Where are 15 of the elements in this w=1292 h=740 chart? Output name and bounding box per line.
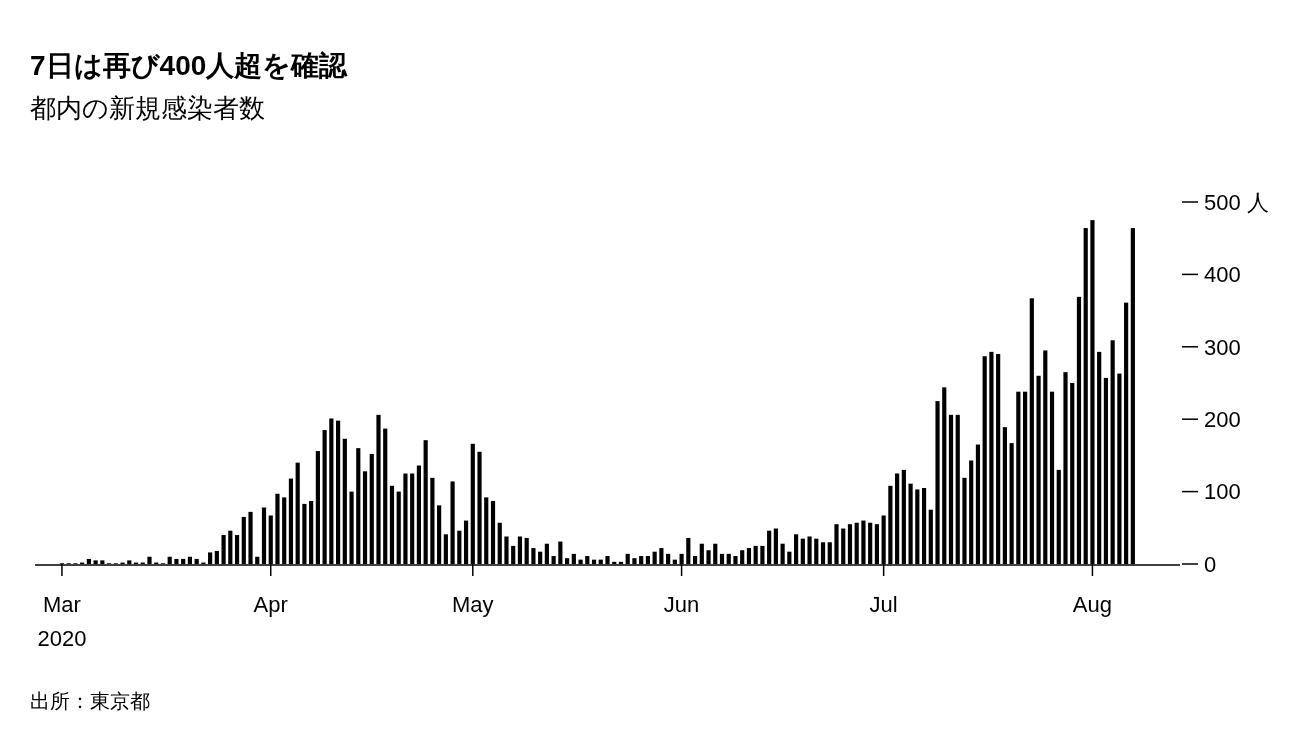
y-tick-label: 200 — [1204, 406, 1241, 432]
chart-title: 7日は再び400人超を確認 — [30, 50, 349, 81]
x-tick-label: Jul — [869, 592, 898, 617]
y-tick-label: 300 — [1204, 334, 1241, 360]
x-tick-label: May — [452, 592, 494, 617]
x-tick-label: Mar 2020 — [37, 592, 87, 651]
y-tick-label: 500 人 — [1204, 189, 1269, 215]
text: 出所：東京都 — [30, 690, 150, 712]
x-tick-label: Jun — [663, 592, 700, 617]
y-tick-label: 400 — [1204, 262, 1241, 288]
chart-subtitle: 都内の新規感染者数 — [30, 93, 265, 123]
y-tick-label: 100 — [1204, 479, 1241, 505]
y-tick-label: 0 — [1204, 551, 1217, 577]
x-tick-label: Aug — [1072, 592, 1113, 617]
x-tick-label: Apr — [253, 592, 288, 617]
